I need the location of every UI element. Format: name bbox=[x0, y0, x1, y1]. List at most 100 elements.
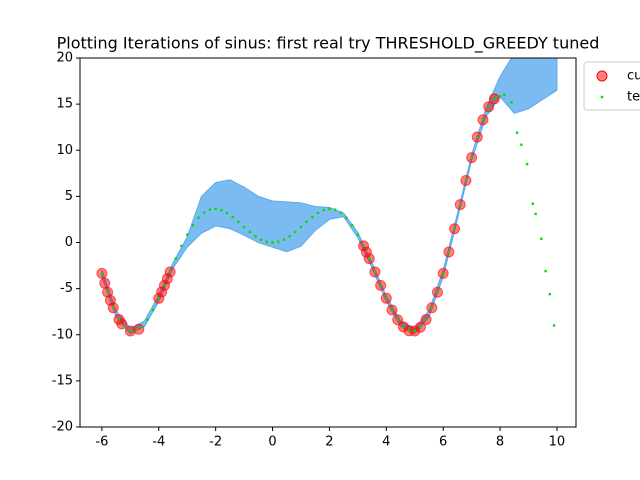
data-point bbox=[520, 143, 523, 146]
data-point bbox=[540, 237, 543, 241]
data-point bbox=[214, 207, 217, 211]
data-point bbox=[379, 284, 382, 287]
data-point bbox=[288, 235, 291, 238]
x-tick-label: 0 bbox=[268, 435, 276, 450]
data-point bbox=[481, 118, 485, 122]
data-point bbox=[99, 277, 111, 289]
y-tick-label: 20 bbox=[56, 51, 73, 66]
data-point bbox=[186, 233, 189, 236]
data-point bbox=[311, 215, 314, 219]
data-point bbox=[322, 208, 325, 212]
y-tick-label: 5 bbox=[65, 189, 73, 204]
data-point bbox=[487, 105, 490, 109]
data-point bbox=[106, 291, 109, 294]
legend-label: te bbox=[627, 90, 640, 105]
data-point bbox=[294, 230, 297, 234]
data-point bbox=[237, 220, 240, 224]
data-point bbox=[277, 240, 280, 243]
data-point bbox=[220, 208, 223, 212]
y-tick-label: -20 bbox=[52, 420, 73, 435]
data-point bbox=[333, 208, 337, 211]
x-tick-label: 2 bbox=[325, 435, 333, 450]
data-point bbox=[225, 211, 229, 215]
data-point bbox=[231, 215, 234, 219]
data-point bbox=[424, 318, 428, 321]
data-point bbox=[453, 227, 456, 230]
y-tick-label: 10 bbox=[56, 143, 73, 158]
data-point bbox=[265, 240, 269, 243]
data-point bbox=[151, 308, 155, 312]
y-tick-label: 0 bbox=[65, 235, 73, 250]
data-point bbox=[493, 97, 496, 100]
data-point bbox=[396, 318, 399, 321]
y-tick-label: 15 bbox=[56, 97, 73, 112]
data-point bbox=[345, 216, 348, 219]
data-point bbox=[157, 297, 160, 300]
legend-marker bbox=[596, 70, 608, 82]
data-point bbox=[146, 318, 149, 321]
data-point bbox=[299, 225, 303, 229]
data-point bbox=[356, 233, 360, 236]
legend-label: cu bbox=[627, 69, 640, 84]
data-point bbox=[271, 241, 274, 244]
data-point bbox=[129, 329, 132, 333]
data-point bbox=[248, 230, 251, 234]
data-point bbox=[254, 235, 257, 238]
data-point bbox=[476, 135, 479, 139]
data-point bbox=[242, 225, 246, 229]
data-point bbox=[191, 223, 195, 227]
data-point bbox=[163, 284, 166, 287]
data-point bbox=[503, 93, 506, 97]
x-tick-label: 8 bbox=[496, 435, 504, 450]
data-point bbox=[305, 220, 308, 224]
confidence-band bbox=[101, 58, 558, 335]
x-tick-label: -6 bbox=[95, 435, 108, 450]
data-point bbox=[430, 306, 434, 309]
data-point bbox=[112, 306, 115, 309]
y-tick-label: -10 bbox=[52, 327, 73, 342]
data-point bbox=[515, 131, 519, 134]
data-point bbox=[419, 326, 422, 329]
data-point bbox=[525, 162, 529, 166]
data-point bbox=[531, 202, 534, 205]
data-point bbox=[259, 238, 263, 241]
data-point bbox=[368, 257, 371, 260]
data-point bbox=[350, 223, 354, 227]
data-point bbox=[208, 208, 212, 211]
data-point bbox=[282, 238, 286, 241]
legend: cu te bbox=[583, 61, 640, 111]
data-point bbox=[117, 318, 121, 321]
data-point bbox=[339, 211, 342, 214]
chart-title: Plotting Iterations of sinus: first real… bbox=[57, 34, 600, 54]
data-point bbox=[140, 325, 143, 329]
data-point bbox=[544, 269, 547, 273]
legend-marker bbox=[600, 95, 604, 99]
x-tick-label: 4 bbox=[382, 435, 390, 450]
data-point bbox=[385, 297, 388, 300]
data-point bbox=[373, 270, 377, 274]
data-point bbox=[168, 270, 172, 274]
data-point bbox=[459, 203, 462, 206]
data-point bbox=[402, 325, 405, 329]
data-point bbox=[510, 101, 513, 104]
x-tick-label: -2 bbox=[209, 435, 222, 450]
data-point bbox=[316, 211, 320, 215]
data-point bbox=[123, 326, 126, 329]
data-point bbox=[174, 257, 178, 260]
data-point bbox=[441, 272, 445, 275]
data-point bbox=[470, 156, 473, 159]
data-point bbox=[436, 291, 439, 294]
data-point bbox=[464, 179, 468, 182]
data-point bbox=[534, 212, 537, 216]
x-tick-label: 10 bbox=[549, 435, 566, 450]
data-point bbox=[548, 292, 552, 296]
data-point bbox=[100, 272, 104, 275]
data-point bbox=[498, 95, 502, 98]
data-point bbox=[328, 207, 331, 211]
data-point bbox=[197, 216, 200, 219]
data-point bbox=[390, 308, 394, 312]
y-tick-label: -15 bbox=[52, 373, 73, 388]
data-point bbox=[203, 211, 206, 214]
data-point bbox=[180, 244, 183, 248]
